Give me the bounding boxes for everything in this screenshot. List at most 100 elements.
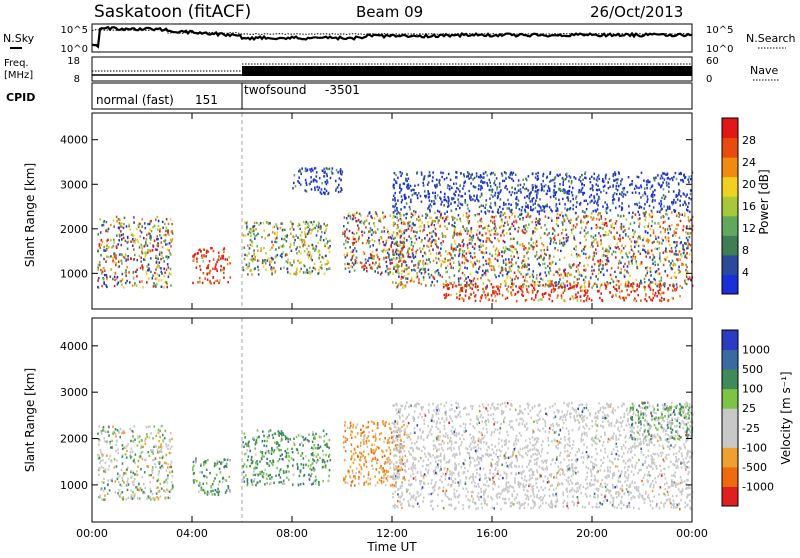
velocity-pixel <box>283 434 285 436</box>
power-pixel <box>665 173 667 175</box>
velocity-pixel <box>200 489 202 491</box>
power-pixel <box>296 252 298 254</box>
power-pixel <box>652 242 654 244</box>
power-pixel <box>650 271 652 273</box>
power-pixel <box>200 250 202 252</box>
power-pixel <box>495 227 497 229</box>
power-pixel <box>383 226 385 228</box>
power-pixel <box>664 270 666 272</box>
power-pixel <box>592 218 594 220</box>
power-pixel <box>338 191 340 193</box>
power-pixel <box>481 234 483 236</box>
power-pixel <box>447 216 449 218</box>
power-pixel <box>613 251 615 253</box>
velocity-pixel <box>230 459 232 461</box>
power-pixel <box>584 246 586 248</box>
power-pixel <box>371 229 373 231</box>
power-pixel <box>617 214 619 216</box>
power-pixel <box>494 233 496 235</box>
power-pixel <box>222 257 224 259</box>
power-pixel <box>666 256 668 258</box>
power-pixel <box>636 266 638 268</box>
power-pixel <box>526 280 528 282</box>
power-pixel <box>502 274 504 276</box>
power-pixel <box>468 215 470 217</box>
velocity-pixel <box>227 459 229 461</box>
power-pixel <box>439 184 441 186</box>
power-pixel <box>644 286 646 288</box>
power-pixel <box>405 277 407 279</box>
power-pixel <box>602 267 604 269</box>
power-pixel <box>689 236 691 238</box>
power-pixel <box>434 284 436 286</box>
velocity-pixel <box>166 445 168 447</box>
velocity-pixel <box>131 494 133 496</box>
power-pixel <box>454 254 456 256</box>
power-pixel <box>504 186 506 188</box>
power-pixel <box>409 247 411 249</box>
power-pixel <box>634 246 636 248</box>
power-pixel <box>660 216 662 218</box>
velocity-pixel <box>293 474 295 476</box>
power-pixel <box>651 299 653 301</box>
power-pixel <box>675 250 677 252</box>
power-pixel <box>293 236 295 238</box>
power-pixel <box>336 169 338 171</box>
power-pixel <box>457 245 459 247</box>
power-pixel <box>620 183 622 185</box>
power-pixel <box>630 245 632 247</box>
power-pixel <box>512 279 514 281</box>
power-pixel <box>599 178 601 180</box>
velocity-pixel <box>171 461 173 463</box>
velocity-pixel <box>153 446 155 448</box>
power-pixel <box>508 290 510 292</box>
velocity-pixel <box>97 433 99 435</box>
power-pixel <box>556 284 558 286</box>
power-pixel <box>483 291 485 293</box>
power-pixel <box>442 240 444 242</box>
velocity-pixel <box>321 436 323 438</box>
power-pixel <box>337 171 339 173</box>
power-pixel <box>562 177 564 179</box>
power-pixel <box>462 239 464 241</box>
power-pixel <box>596 179 598 181</box>
power-pixel <box>535 296 537 298</box>
power-pixel <box>652 293 654 295</box>
velocity-pixel <box>165 462 167 464</box>
power-pixel <box>486 240 488 242</box>
power-pixel <box>648 223 650 225</box>
power-pixel <box>424 175 426 177</box>
power-pixel <box>530 284 532 286</box>
velocity-pixel <box>150 432 152 434</box>
velocity-pixel <box>166 470 168 472</box>
power-pixel <box>151 230 153 232</box>
power-pixel <box>393 211 395 213</box>
power-pixel <box>364 220 366 222</box>
power-pixel <box>217 280 219 282</box>
power-pixel <box>458 280 460 282</box>
power-pixel <box>423 245 425 247</box>
power-pixel <box>678 193 680 195</box>
power-pixel <box>491 283 493 285</box>
power-pixel <box>321 264 323 266</box>
power-pixel <box>250 270 252 272</box>
velocity-pixel <box>323 453 325 455</box>
power-pixel <box>260 247 262 249</box>
power-pixel <box>414 192 416 194</box>
power-pixel <box>520 184 522 186</box>
velocity-pixel <box>132 491 134 493</box>
power-pixel <box>534 202 536 204</box>
power-pixel <box>663 298 665 300</box>
power-pixel <box>106 244 108 246</box>
velocity-pixel <box>138 460 140 462</box>
power-pixel <box>271 247 273 249</box>
velocity-pixel <box>264 483 266 485</box>
power-pixel <box>566 192 568 194</box>
power-pixel <box>444 220 446 222</box>
power-pixel <box>495 249 497 251</box>
power-pixel <box>128 271 130 273</box>
power-pixel <box>467 276 469 278</box>
power-pixel <box>253 254 255 256</box>
power-pixel <box>563 277 565 279</box>
power-pixel <box>446 200 448 202</box>
